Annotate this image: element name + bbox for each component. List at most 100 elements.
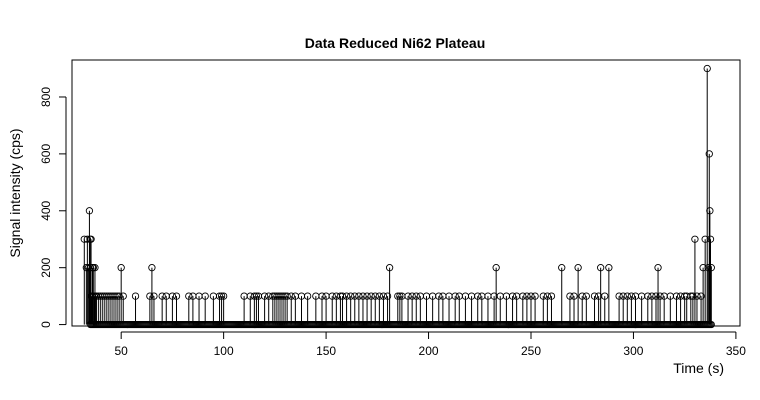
data-point — [394, 292, 402, 300]
data-point — [146, 292, 154, 300]
data-point — [574, 264, 582, 272]
data-point — [435, 292, 443, 300]
data-point — [347, 292, 355, 300]
data-point — [367, 292, 375, 300]
data-point — [359, 292, 367, 300]
x-tick-label: 250 — [521, 344, 541, 358]
x-tick-label: 350 — [726, 344, 746, 358]
data-point — [85, 207, 94, 215]
data-point — [699, 264, 707, 272]
data-point — [703, 64, 711, 73]
data-point — [115, 292, 123, 300]
data-layer — [80, 64, 715, 329]
data-point — [701, 235, 709, 243]
data-point — [654, 264, 662, 272]
data-point — [318, 292, 326, 300]
x-axis-label: Time (s) — [673, 360, 724, 376]
data-point — [627, 292, 636, 300]
data-point — [371, 292, 379, 300]
data-point — [150, 292, 158, 300]
data-point — [217, 292, 226, 300]
data-point — [91, 264, 99, 272]
data-point — [303, 292, 312, 300]
plot-frame — [71, 59, 741, 327]
data-point — [408, 292, 416, 300]
y-tick-label: 400 — [39, 200, 53, 220]
data-point — [689, 292, 697, 300]
data-point — [351, 292, 359, 300]
data-point — [168, 292, 177, 300]
data-point — [131, 292, 140, 300]
data-point — [693, 292, 701, 300]
y-tick-label: 600 — [39, 144, 53, 164]
data-point — [363, 292, 371, 300]
data-point — [474, 292, 482, 300]
data-point — [590, 292, 599, 300]
data-point — [287, 292, 295, 300]
y-tick-label: 0 — [39, 321, 53, 328]
data-point — [342, 292, 351, 300]
data-point — [656, 292, 664, 300]
data-point — [531, 292, 539, 300]
data-point — [172, 292, 181, 300]
data-point — [385, 264, 394, 272]
data-point — [117, 264, 125, 272]
data-point — [260, 292, 269, 300]
data-point — [375, 292, 384, 300]
data-point — [570, 292, 578, 300]
data-point — [383, 292, 392, 300]
data-point — [648, 292, 656, 300]
data-point — [523, 292, 531, 300]
data-point — [705, 150, 713, 158]
data-point — [119, 292, 127, 300]
data-point — [619, 292, 627, 300]
x-tick-label: 50 — [114, 344, 128, 358]
x-tick-label: 200 — [419, 344, 439, 358]
data-point — [185, 292, 193, 300]
data-point — [706, 235, 715, 243]
y-axis-label: Signal intensity (cps) — [7, 128, 23, 257]
data-point — [219, 292, 228, 300]
data-point — [158, 292, 166, 300]
data-point — [404, 292, 412, 300]
data-point — [215, 292, 224, 300]
data-point — [691, 235, 699, 243]
data-point — [605, 264, 613, 272]
data-point — [355, 292, 363, 300]
data-point — [578, 292, 586, 300]
data-point — [508, 292, 517, 300]
x-tick-label: 150 — [316, 344, 336, 358]
data-point — [492, 264, 500, 272]
data-point — [412, 292, 420, 300]
data-point — [615, 292, 623, 300]
data-point — [706, 207, 714, 215]
x-tick-label: 100 — [214, 344, 234, 358]
data-point — [601, 292, 609, 300]
data-point — [328, 292, 336, 300]
data-point — [148, 264, 156, 272]
axis-layer: 50 100 150 200 250 300 350 0 200 400 600 800 — [39, 87, 746, 358]
data-point — [250, 292, 259, 300]
chart-title: Data Reduced Ni62 Plateau — [305, 35, 486, 51]
data-point — [279, 292, 287, 300]
data-point — [547, 292, 556, 300]
data-point — [451, 292, 459, 300]
data-point — [597, 264, 605, 272]
data-point — [672, 292, 681, 300]
data-point — [652, 292, 660, 300]
data-point — [87, 235, 95, 243]
data-point — [558, 264, 566, 272]
data-point — [396, 292, 404, 300]
y-tick-label: 800 — [39, 87, 53, 107]
data-point — [697, 292, 705, 300]
data-point — [644, 292, 652, 300]
data-point — [252, 292, 261, 300]
data-point — [566, 292, 574, 300]
data-point — [527, 292, 535, 300]
y-tick-label: 200 — [39, 257, 53, 277]
data-point — [623, 292, 631, 300]
data-point — [707, 264, 715, 272]
data-point — [338, 292, 347, 300]
data-point — [582, 292, 590, 300]
